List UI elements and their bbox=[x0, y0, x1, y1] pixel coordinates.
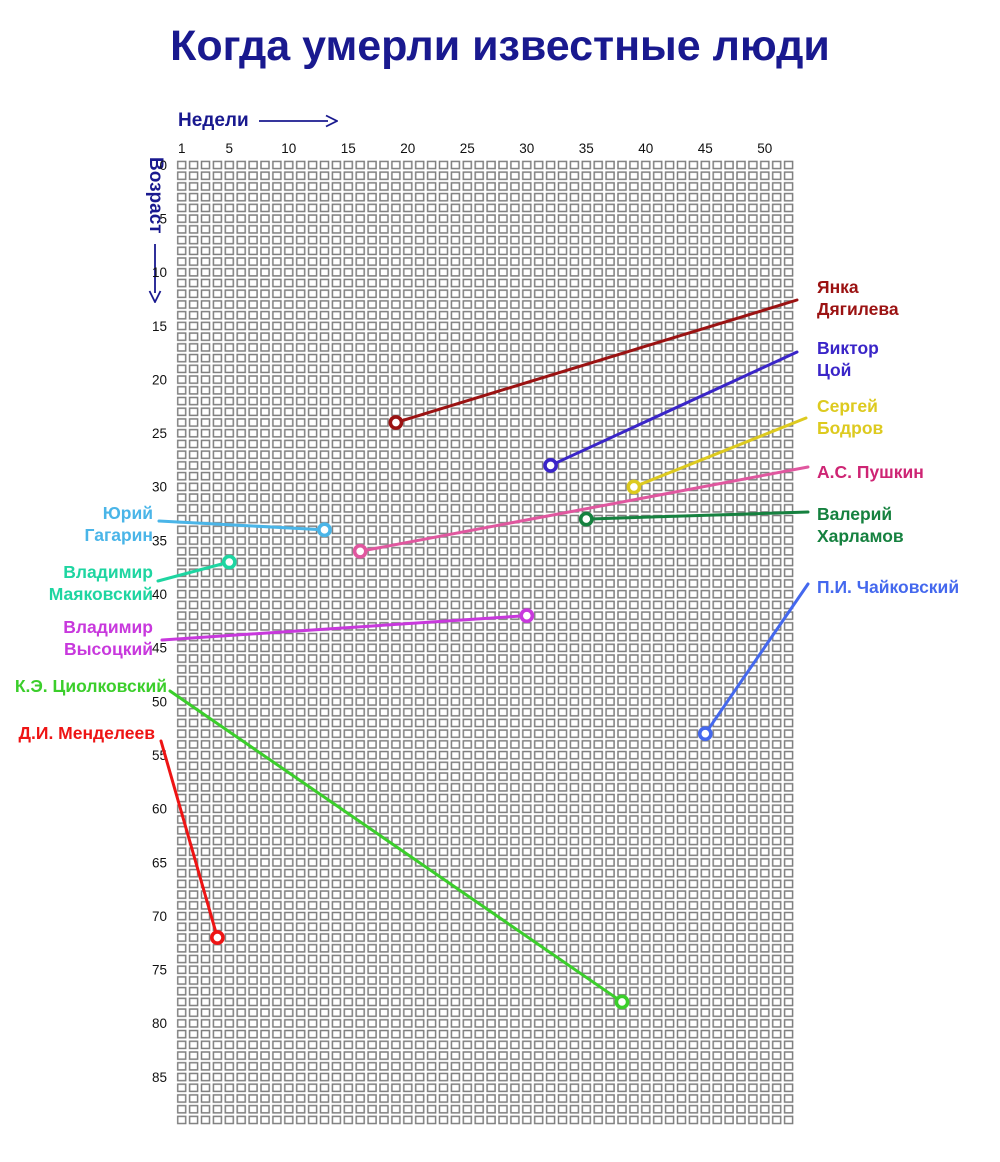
x-tick-label: 20 bbox=[400, 141, 415, 156]
leader-line-pi-tchaikovsky bbox=[703, 582, 810, 736]
death-marker-viktor-tsoi bbox=[543, 458, 558, 473]
x-tick-labels: 1 5 10 15 20 25 30 35 40 45 50 bbox=[178, 141, 772, 156]
leader-line-as-pushkin bbox=[358, 465, 810, 553]
x-tick-label: 10 bbox=[281, 141, 296, 156]
person-label-sergey-bodrov: Сергей Бодров bbox=[817, 396, 884, 438]
y-tick-label: 60 bbox=[152, 802, 167, 817]
x-axis-label: Недели bbox=[178, 110, 338, 132]
y-tick-label: 10 bbox=[152, 265, 167, 280]
y-tick-label: 15 bbox=[152, 319, 167, 334]
death-marker-yuri-gagarin bbox=[317, 522, 332, 538]
y-tick-label: 85 bbox=[152, 1070, 167, 1085]
y-tick-label: 35 bbox=[152, 533, 167, 548]
person-label-valery-kharlamov: Валерий Харламов bbox=[817, 504, 904, 546]
person-label-vladimir-vysotsky: Владимир Высоцкий bbox=[63, 617, 153, 659]
person-label-vladimir-mayakovsky: Владимир Маяковский bbox=[48, 562, 153, 604]
page-title: Когда умерли известные люди bbox=[170, 22, 830, 70]
y-tick-label: 80 bbox=[152, 1016, 167, 1031]
y-tick-label: 20 bbox=[152, 372, 167, 387]
x-tick-label: 35 bbox=[579, 141, 594, 156]
x-tick-label: 45 bbox=[698, 141, 713, 156]
x-axis-label-text: Недели bbox=[178, 110, 249, 131]
y-tick-label: 65 bbox=[152, 855, 167, 870]
x-tick-label: 25 bbox=[460, 141, 475, 156]
y-tick-label: 30 bbox=[152, 480, 167, 495]
person-label-yanka-dyagileva: Янка Дягилева bbox=[817, 277, 899, 319]
leader-line-yanka-dyagileva bbox=[394, 298, 799, 425]
life-weeks-grid bbox=[176, 160, 794, 1125]
y-tick-label: 50 bbox=[152, 694, 167, 709]
leader-line-sergey-bodrov bbox=[632, 416, 808, 489]
down-arrow-icon bbox=[148, 243, 162, 303]
person-label-ke-tsiolkovsky: К.Э. Циолковский bbox=[14, 676, 167, 696]
leader-line-viktor-tsoi bbox=[549, 350, 799, 467]
right-arrow-icon bbox=[258, 114, 338, 128]
y-tick-label: 0 bbox=[159, 158, 167, 173]
death-marker-yanka-dyagileva bbox=[388, 415, 404, 430]
x-tick-label: 40 bbox=[638, 141, 653, 156]
y-tick-label: 70 bbox=[152, 909, 167, 924]
y-axis-label: Возраст bbox=[142, 157, 168, 317]
leader-line-vladimir-mayakovsky bbox=[156, 560, 231, 583]
x-tick-label: 1 bbox=[178, 141, 186, 156]
person-label-yuri-gagarin: Юрий Гагарин bbox=[84, 503, 153, 545]
y-tick-label: 45 bbox=[152, 641, 167, 656]
person-label-pi-tchaikovsky: П.И. Чайковский bbox=[817, 577, 960, 597]
y-tick-label: 5 bbox=[159, 211, 167, 226]
death-marker-di-mendeleev bbox=[209, 930, 225, 945]
person-label-viktor-tsoi: Виктор Цой bbox=[817, 338, 879, 380]
death-marker-sergey-bodrov bbox=[626, 479, 642, 495]
leader-line-di-mendeleev bbox=[159, 739, 219, 940]
x-tick-label: 30 bbox=[519, 141, 534, 156]
x-tick-label: 15 bbox=[341, 141, 356, 156]
y-tick-label: 75 bbox=[152, 963, 167, 978]
leader-line-yuri-gagarin bbox=[157, 519, 326, 532]
leader-line-vladimir-vysotsky bbox=[160, 614, 529, 642]
leader-line-ke-tsiolkovsky bbox=[168, 689, 624, 1004]
y-tick-label: 25 bbox=[152, 426, 167, 441]
death-marker-vladimir-mayakovsky bbox=[221, 554, 237, 570]
death-marker-vladimir-vysotsky bbox=[519, 608, 535, 624]
x-tick-label: 50 bbox=[757, 141, 772, 156]
person-label-as-pushkin: А.С. Пушкин bbox=[817, 462, 924, 482]
leader-line-valery-kharlamov bbox=[584, 510, 810, 521]
leader-lines bbox=[156, 298, 810, 1004]
x-tick-label: 5 bbox=[226, 141, 234, 156]
y-tick-label: 40 bbox=[152, 587, 167, 602]
person-label-di-mendeleev: Д.И. Менделеев bbox=[18, 723, 155, 743]
death-marker-pi-tchaikovsky bbox=[697, 726, 713, 742]
death-marker-ke-tsiolkovsky bbox=[614, 994, 630, 1010]
death-marker-as-pushkin bbox=[352, 543, 368, 559]
death-marker-valery-kharlamov bbox=[578, 511, 594, 527]
death-markers bbox=[209, 415, 713, 1010]
